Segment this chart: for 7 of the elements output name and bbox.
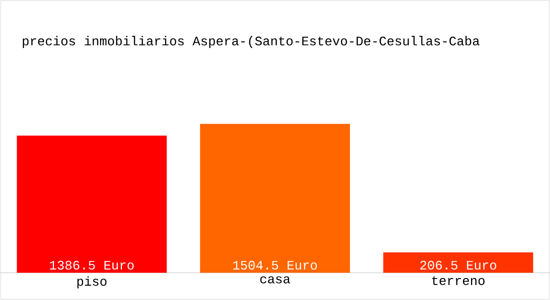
data-label: 206.5 Euro <box>420 260 496 270</box>
chart-title: precios inmobiliarios Aspera-(Santo-Estevo-De-Cesullas-Caba <box>22 36 480 48</box>
data-label: 1504.5 Euro <box>233 260 317 270</box>
data-label: 1386.5 Euro <box>50 260 134 270</box>
x-tick-label: casa <box>260 276 290 284</box>
x-tick-label: terreno <box>432 276 485 286</box>
x-tick-label: piso <box>77 276 106 288</box>
